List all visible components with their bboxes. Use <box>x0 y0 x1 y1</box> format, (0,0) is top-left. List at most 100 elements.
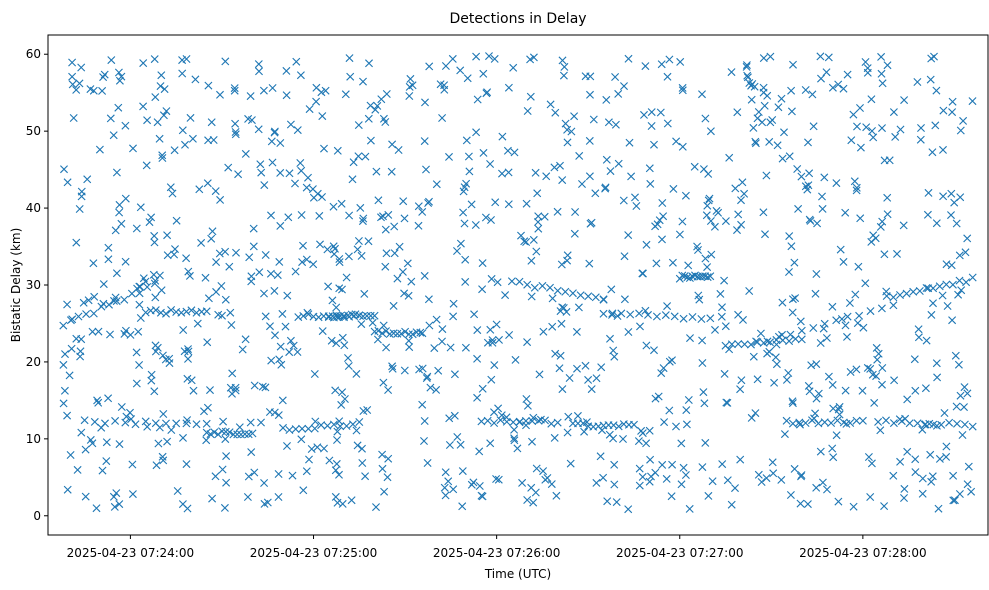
detection-point <box>791 294 800 303</box>
detection-point <box>161 355 170 364</box>
detection-point <box>599 295 608 304</box>
detection-point <box>379 378 388 387</box>
detection-point <box>117 403 126 411</box>
detection-point <box>785 152 794 161</box>
detection-point <box>652 259 661 268</box>
detection-point <box>948 280 957 289</box>
detection-point <box>420 137 429 146</box>
detection-point <box>932 86 941 95</box>
detection-point <box>839 84 848 93</box>
x-axis-ticks: 2025-04-23 07:24:00 2025-04-23 07:25:00 20… <box>67 535 927 560</box>
detection-point <box>785 232 794 241</box>
detection-point <box>400 366 409 375</box>
detection-point <box>233 430 242 439</box>
detection-point <box>638 269 647 278</box>
detection-point <box>400 289 409 298</box>
detection-point <box>267 211 275 220</box>
detection-point <box>790 464 799 473</box>
detection-point <box>285 169 294 178</box>
detection-point <box>620 295 629 304</box>
detection-point <box>414 221 423 230</box>
detection-point <box>784 369 793 377</box>
x-tick-label: 2025-04-23 07:28:00 <box>799 546 926 560</box>
x-tick-label: 2025-04-23 07:26:00 <box>433 546 560 560</box>
detection-point <box>318 112 327 121</box>
detection-point <box>75 205 84 213</box>
detection-point <box>316 240 324 249</box>
detection-point <box>722 398 731 407</box>
detection-point <box>682 406 691 415</box>
detection-point <box>843 70 852 79</box>
detection-point <box>398 267 407 276</box>
detection-point <box>608 309 617 318</box>
detection-point <box>909 287 918 296</box>
detection-point <box>187 306 196 315</box>
detection-point <box>405 343 414 352</box>
detection-point <box>177 308 186 317</box>
detection-point <box>953 419 961 428</box>
detection-point <box>835 402 844 411</box>
detection-point <box>249 242 258 251</box>
detection-point <box>102 438 111 447</box>
detection-point <box>914 333 923 342</box>
detection-point <box>150 279 159 288</box>
detection-point <box>734 310 743 319</box>
detection-point <box>76 352 85 361</box>
detection-point <box>647 122 656 130</box>
detection-point <box>311 417 320 426</box>
detection-point <box>225 428 234 437</box>
detection-point <box>332 313 341 321</box>
detection-point <box>852 416 861 425</box>
detection-point <box>939 145 947 154</box>
detection-point <box>158 151 167 160</box>
detection-point <box>753 375 762 384</box>
detection-point <box>368 318 377 327</box>
detection-point <box>592 374 601 383</box>
detection-point <box>638 472 647 481</box>
detection-point <box>158 452 167 461</box>
detection-point <box>824 53 833 62</box>
detection-point <box>721 322 730 331</box>
detection-point <box>511 355 520 364</box>
detection-point <box>349 158 358 167</box>
detection-point <box>740 189 749 198</box>
detection-point <box>332 303 341 312</box>
detection-point <box>345 54 354 63</box>
detection-point <box>927 310 936 319</box>
detection-point <box>72 85 81 94</box>
detection-point <box>924 284 933 293</box>
detection-point <box>617 309 626 318</box>
detection-point <box>206 430 215 439</box>
detection-point <box>257 418 265 427</box>
detection-point <box>645 426 654 435</box>
detection-point <box>749 352 758 361</box>
detection-point <box>517 231 525 240</box>
detection-point <box>463 74 472 83</box>
detection-point <box>445 441 454 449</box>
detection-point <box>388 140 397 149</box>
detection-point <box>182 460 191 469</box>
detection-point <box>444 477 453 486</box>
detection-point <box>63 300 72 309</box>
detection-point <box>145 218 154 227</box>
detection-point <box>532 247 541 256</box>
detection-point <box>275 355 284 364</box>
detection-point <box>63 178 72 187</box>
detection-point <box>526 55 535 64</box>
detection-point <box>602 95 611 104</box>
detection-point <box>736 455 745 464</box>
detection-point <box>796 499 805 508</box>
detection-point <box>947 261 956 270</box>
detection-point <box>136 203 145 212</box>
detection-point <box>740 340 749 349</box>
detection-point <box>603 497 612 506</box>
detection-point <box>635 481 644 490</box>
detection-point <box>566 459 575 468</box>
detection-point <box>186 113 195 122</box>
detection-point <box>475 482 484 490</box>
detection-point <box>834 497 843 506</box>
detection-point <box>635 309 644 318</box>
detection-point <box>420 437 428 445</box>
detection-point <box>720 369 729 378</box>
detection-point <box>632 202 641 210</box>
